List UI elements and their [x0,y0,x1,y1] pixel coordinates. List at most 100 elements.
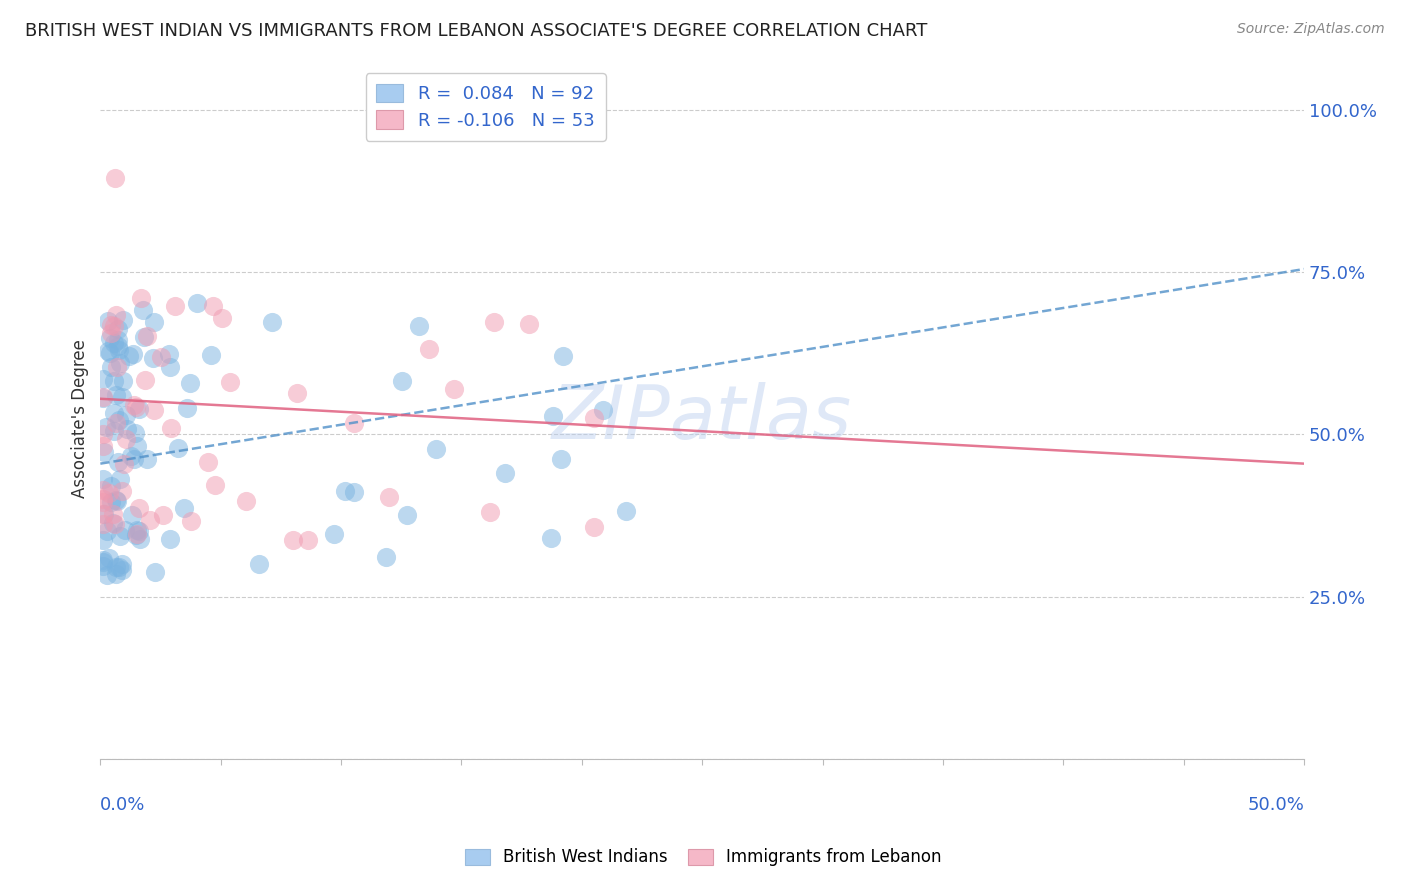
Point [103,516,125,531]
Point [91,439,114,453]
Point [235,494,257,508]
Point [91,391,114,405]
Text: 0.0%: 0.0% [100,797,146,814]
Point [122,347,145,361]
Point [186,295,208,310]
Text: 50.0%: 50.0% [1247,797,1305,814]
Point [285,386,308,401]
Point [540,531,562,545]
Point [157,347,180,361]
Point [105,559,128,574]
Point [375,549,398,564]
Point [176,401,198,415]
Point [105,308,128,322]
Point [103,406,125,420]
Point [112,457,135,471]
Point [96,568,118,582]
Text: BRITISH WEST INDIAN VS IMMIGRANTS FROM LEBANON ASSOCIATE'S DEGREE CORRELATION CH: BRITISH WEST INDIAN VS IMMIGRANTS FROM L… [25,22,928,40]
Point [377,490,399,504]
Point [135,328,157,343]
Point [396,508,419,522]
Point [91,483,114,497]
Point [91,559,114,574]
Point [124,425,146,440]
Point [173,500,195,515]
Point [96,524,118,538]
Point [91,552,114,566]
Point [127,439,149,453]
Point [128,524,150,538]
Point [131,291,153,305]
Point [107,413,129,427]
Point [108,343,131,357]
Point [121,508,143,522]
Point [479,505,502,519]
Point [219,375,242,389]
Point [131,302,153,317]
Point [541,409,564,423]
Point [107,322,129,336]
Point [103,425,125,439]
Point [142,315,165,329]
Point [149,350,172,364]
Point [125,528,148,542]
Point [129,533,152,547]
Point [94,420,117,434]
Point [98,346,121,360]
Point [118,349,141,363]
Point [105,494,128,508]
Point [582,520,605,534]
Point [343,485,366,500]
Point [91,495,114,509]
Point [112,312,135,326]
Point [247,557,270,571]
Point [484,315,506,329]
Point [107,334,129,348]
Point [262,315,284,329]
Point [98,550,121,565]
Point [418,343,440,357]
Point [98,486,121,500]
Point [93,445,115,459]
Point [391,374,413,388]
Point [136,451,159,466]
Point [143,565,166,579]
Text: Source: ZipAtlas.com: Source: ZipAtlas.com [1237,22,1385,37]
Point [103,374,125,388]
Point [323,527,346,541]
Point [592,402,614,417]
Point [91,372,114,386]
Point [165,300,187,314]
Point [105,360,128,375]
Point [97,344,120,359]
Point [108,560,131,574]
Point [91,390,114,404]
Point [91,426,114,441]
Point [134,373,156,387]
Text: ZIPatlas: ZIPatlas [553,383,852,454]
Point [179,376,201,391]
Point [204,478,226,492]
Point [333,484,356,499]
Point [91,533,114,548]
Point [115,421,138,435]
Point [103,336,125,351]
Point [111,483,134,498]
Point [100,326,122,340]
Point [159,359,181,374]
Point [100,318,122,332]
Point [97,313,120,327]
Point [91,471,114,485]
Point [132,329,155,343]
Legend: British West Indians, Immigrants from Lebanon: British West Indians, Immigrants from Le… [458,842,948,873]
Point [342,416,364,430]
Point [200,348,222,362]
Point [159,420,181,434]
Point [115,408,138,422]
Point [100,479,122,493]
Point [125,400,148,414]
Point [125,523,148,537]
Point [100,359,122,374]
Point [107,339,129,353]
Point [91,507,114,521]
